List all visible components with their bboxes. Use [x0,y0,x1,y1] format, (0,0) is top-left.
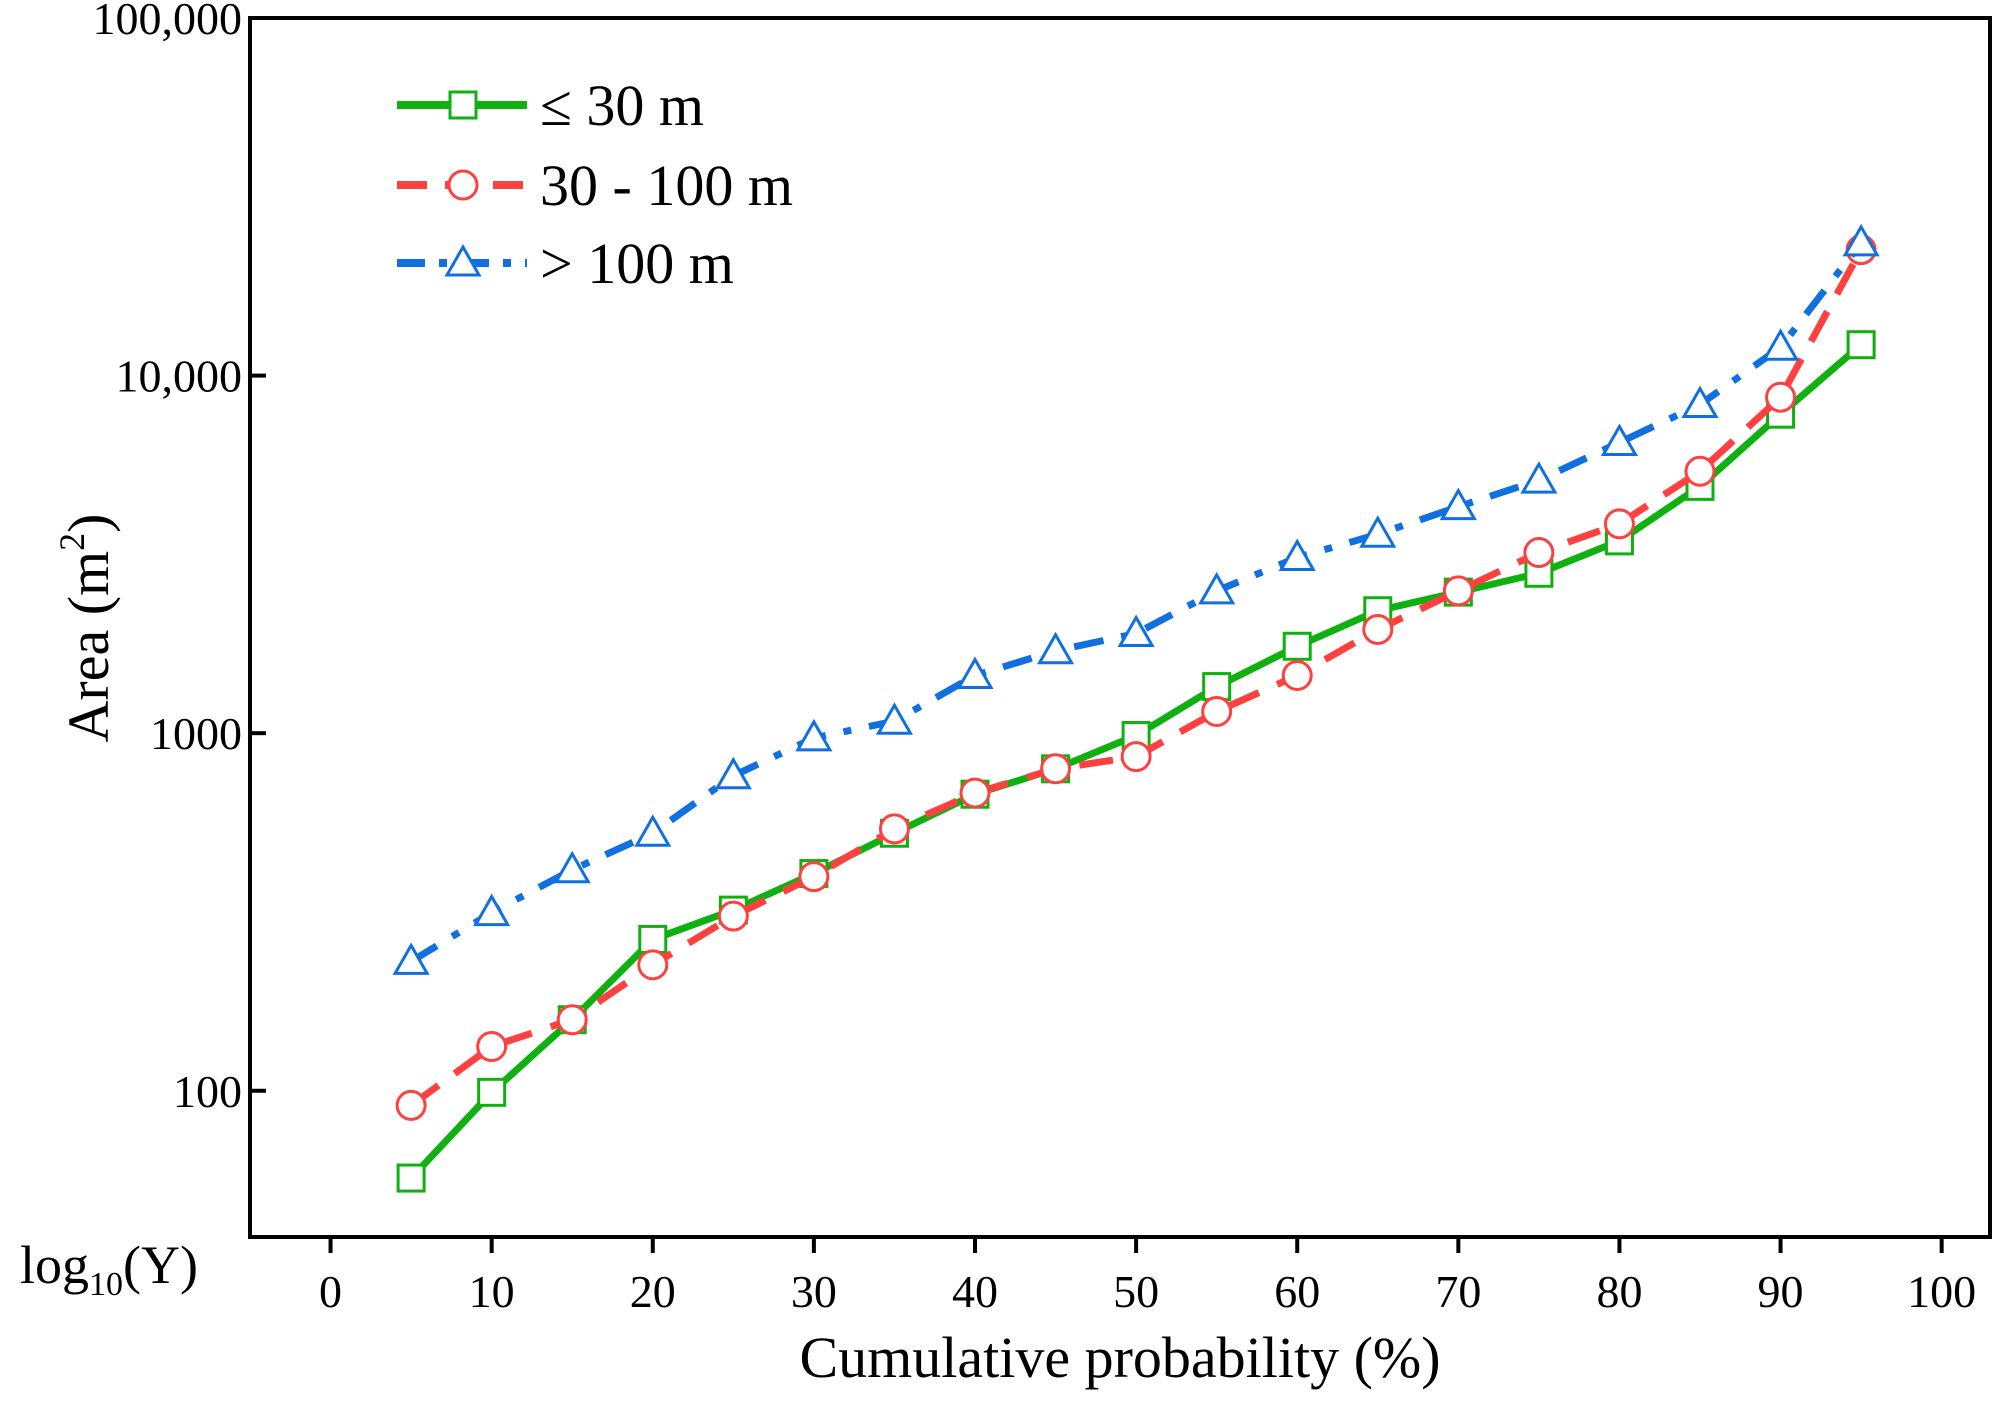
data-point [477,1077,507,1107]
x-tick-label: 70 [1435,1266,1481,1317]
data-point [638,924,668,954]
x-tick-label: 80 [1596,1266,1642,1317]
data-point [1603,508,1635,540]
data-point [798,861,830,893]
data-point [714,756,752,790]
data-point [1842,223,1880,257]
y-axis-label-close: ) [56,514,121,533]
data-point [1278,538,1316,571]
data-point [956,656,994,689]
y-axis-ticks: 100 1000 10,000 100,000 [93,0,266,1117]
x-tick-label: 60 [1274,1266,1320,1317]
data-point [1201,695,1233,727]
legend-label: > 100 m [540,231,734,296]
data-point [1036,631,1075,665]
y-tick-label: 100 [173,1066,242,1117]
legend-marker [444,243,482,277]
y-axis-scale-note: log10(Y) [20,1235,198,1303]
x-tick-label: 40 [952,1266,998,1317]
legend-marker [448,90,478,120]
y-axis-label-superscript: 2 [52,533,92,551]
data-point [396,1163,426,1193]
legend-label: 30 - 100 m [540,153,793,218]
data-point [1281,659,1313,691]
data-point [878,813,910,845]
legend-label: ≤ 30 m [540,73,704,138]
data-point [473,893,511,927]
data-point [717,900,749,932]
data-point [1120,741,1152,773]
data-point [1520,461,1558,494]
y-axis-label-main: Area (m [56,551,121,743]
data-point [1523,537,1555,569]
legend: ≤ 30 m 30 - 100 m > 100 m [397,73,793,296]
x-tick-label: 0 [319,1266,342,1317]
y-axis-scale-note-base: log [20,1235,89,1295]
data-point [959,777,991,809]
data-point [392,942,430,975]
y-tick-label: 100,000 [93,0,243,44]
data-point [1684,455,1716,487]
data-point [1765,381,1797,413]
data-point [1282,631,1312,661]
data-point [395,1089,427,1121]
y-tick-label: 1000 [150,708,242,759]
y-axis-label: Area (m2) [52,514,121,743]
data-point [1681,385,1719,419]
series-layer [392,223,1880,1193]
series-line [409,240,1864,965]
x-tick-label: 50 [1113,1266,1159,1317]
data-point [1846,330,1876,360]
data-point [553,850,591,884]
x-tick-label: 90 [1758,1266,1804,1317]
y-tick-label: 10,000 [116,351,243,402]
data-point [476,1030,508,1062]
data-point [1362,613,1394,645]
data-point [634,814,672,847]
data-point [1202,672,1232,702]
data-point [556,1004,588,1036]
data-point [1198,571,1236,605]
x-tick-label: 20 [630,1266,676,1317]
data-point [637,949,669,981]
data-point [1040,753,1072,785]
x-axis-label: Cumulative probability (%) [799,1325,1440,1390]
data-point [1359,515,1397,548]
y-axis-scale-note-rest: (Y) [123,1235,198,1295]
data-point [1600,423,1639,456]
series-circle [395,234,1877,1121]
x-axis-ticks: 0 10 20 30 40 50 60 70 80 90 100 [319,1237,1976,1317]
series-triangle [392,223,1880,975]
plot-frame [248,16,1992,1239]
x-tick-label: 100 [1907,1266,1976,1317]
data-point [795,718,833,752]
y-axis-scale-note-subscript: 10 [89,1266,123,1303]
x-tick-label: 10 [469,1266,515,1317]
data-point [1117,614,1155,647]
series-line [409,248,1865,1109]
data-point [1442,575,1474,607]
legend-marker [447,169,479,201]
data-point [875,702,914,735]
data-point [1761,328,1800,361]
data-point [1439,487,1477,521]
x-tick-label: 30 [791,1266,837,1317]
